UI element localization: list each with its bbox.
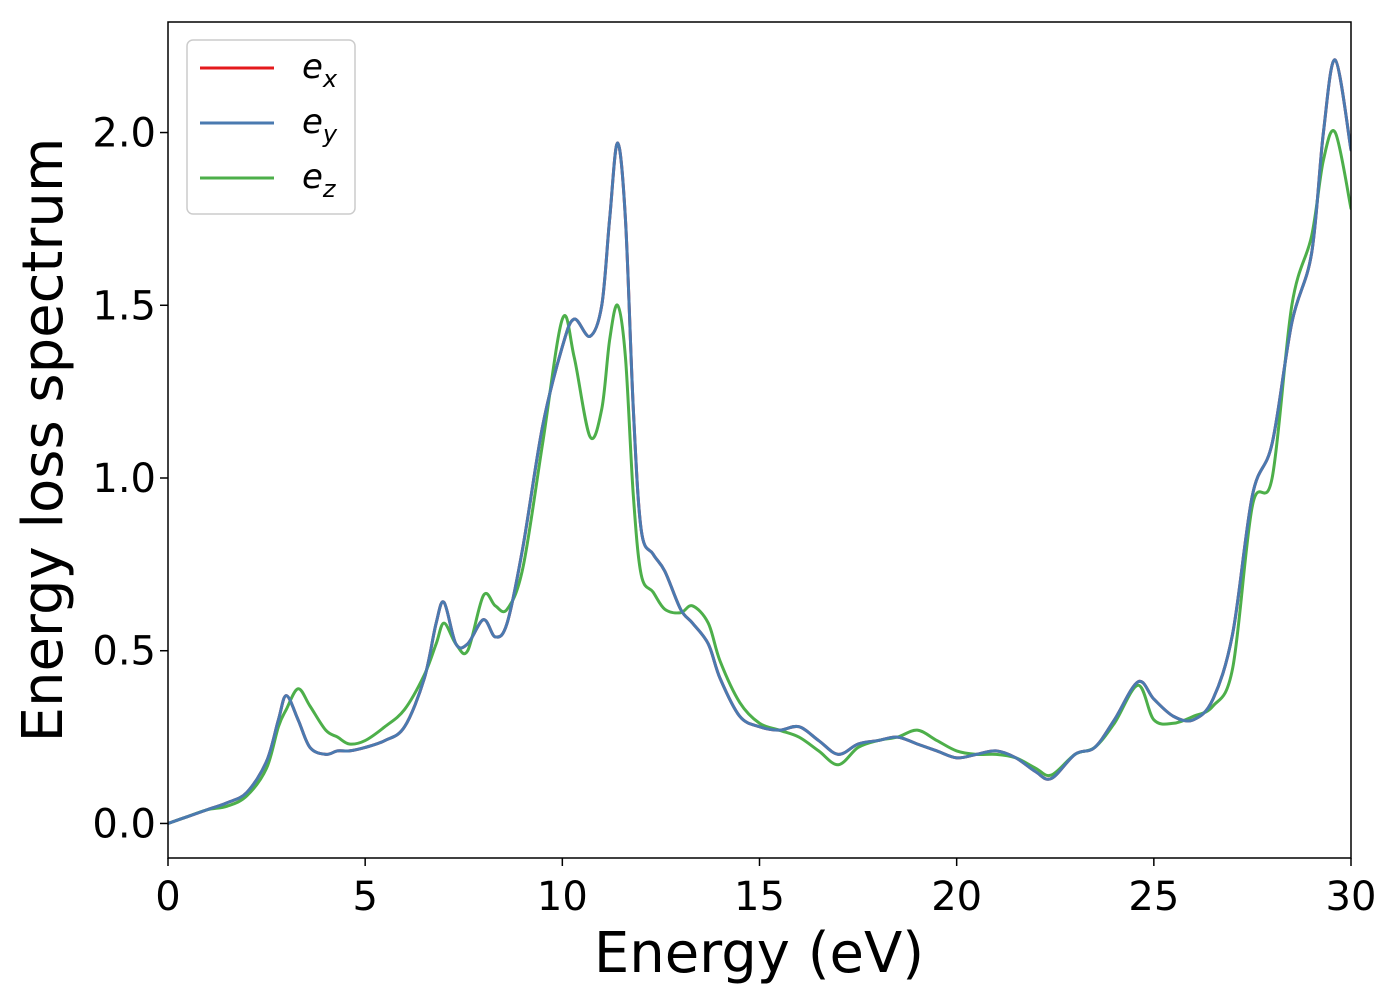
x-tick-label: 5 [352,874,377,920]
x-tick-label: 0 [155,874,180,920]
legend-label-ey: ey [302,102,338,148]
legend-label-ex: ex [302,47,338,93]
x-tick-label: 10 [537,874,588,920]
x-tick-label: 30 [1326,874,1377,920]
y-axis-label: Energy loss spectrum [11,138,76,743]
y-tick-label: 2.0 [92,111,156,157]
y-tick-label: 0.0 [92,801,156,847]
series-line-ez [168,129,1351,825]
x-tick-label: 25 [1128,874,1179,920]
series-line-ey [168,58,1351,825]
x-axis-label: Energy (eV) [594,921,924,986]
series-layer [168,58,1351,825]
y-tick-label: 1.0 [92,456,156,502]
legend-frame [186,39,356,215]
x-tick-label: 15 [734,874,785,920]
y-axis: 0.0 0.5 1.0 1.5 2.0 [92,111,168,847]
x-axis: 0 5 10 15 20 25 30 [155,858,1376,920]
y-tick-label: 0.5 [92,629,156,675]
y-tick-label: 1.5 [92,283,156,329]
x-tick-label: 20 [931,874,982,920]
